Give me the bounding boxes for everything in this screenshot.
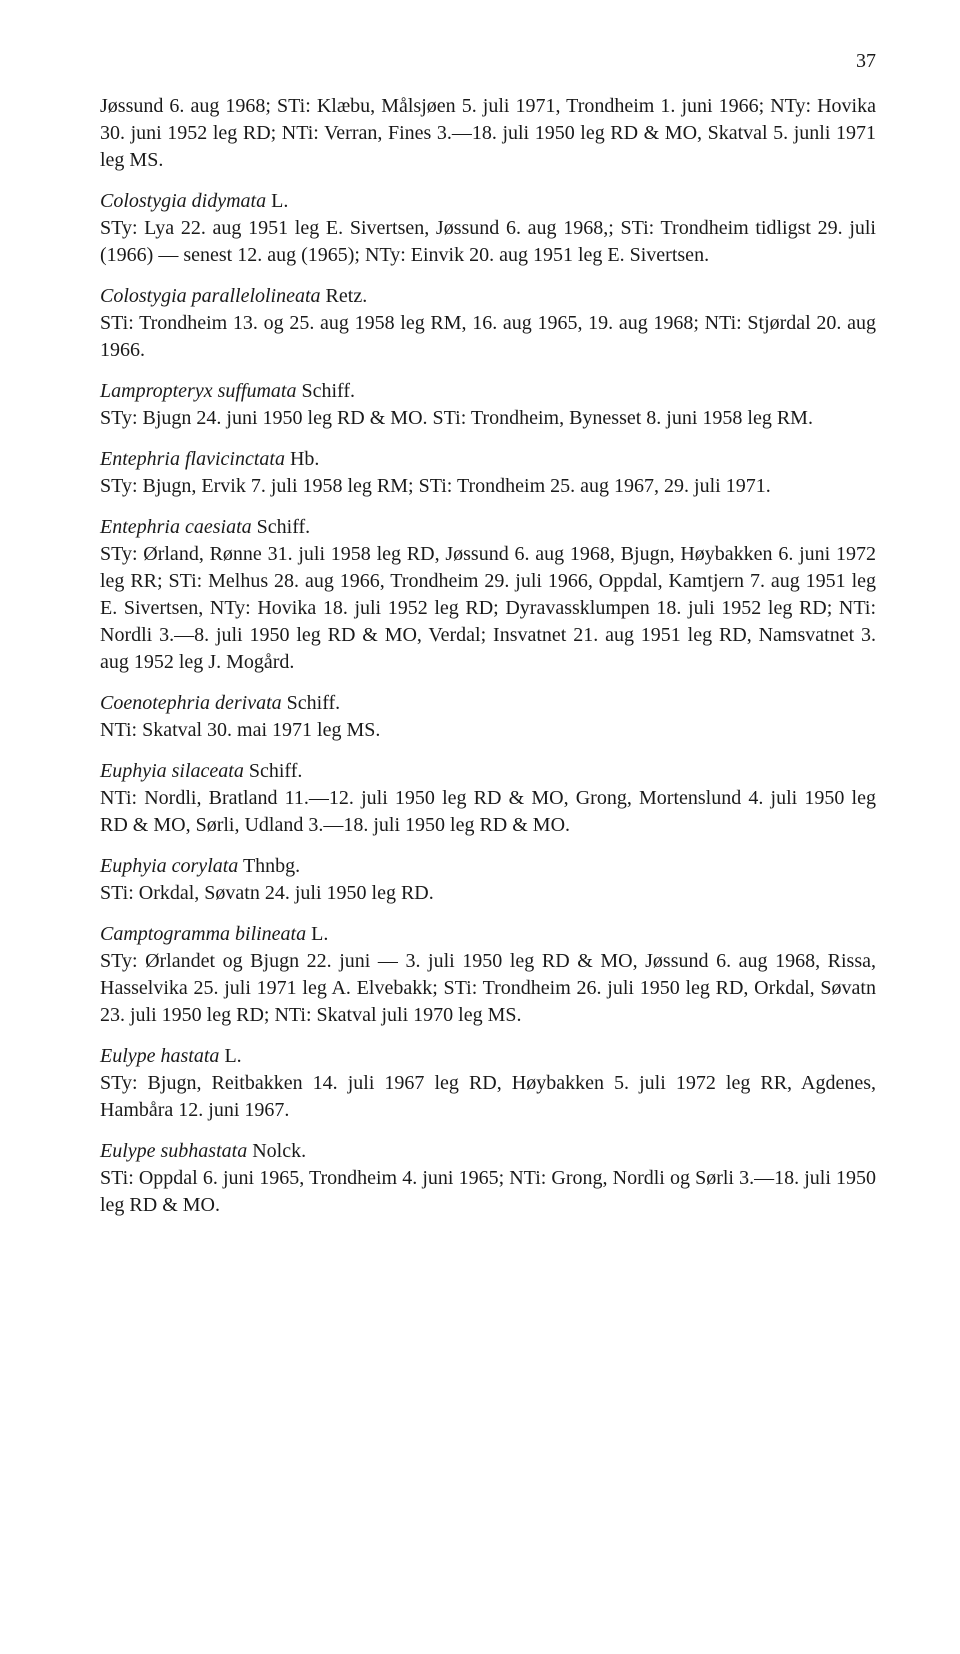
species-name: Lampropteryx suffumata — [100, 380, 296, 402]
entry-continuation: Jøssund 6. aug 1968; STi: Klæbu, Målsjøe… — [100, 93, 876, 174]
entry-eulype-subhastata: Eulype subhastata Nolck. STi: Oppdal 6. … — [100, 1138, 876, 1219]
entry-body: STy: Lya 22. aug 1951 leg E. Sivertsen, … — [100, 217, 876, 266]
entry-coenotephria-derivata: Coenotephria derivata Schiff. NTi: Skatv… — [100, 690, 876, 744]
authority: Thnbg. — [243, 855, 300, 877]
species-name: Eulype subhastata — [100, 1140, 247, 1162]
page-container: 37 Jøssund 6. aug 1968; STi: Klæbu, Måls… — [0, 0, 960, 1654]
entry-entephria-caesiata: Entephria caesiata Schiff. STy: Ørland, … — [100, 514, 876, 676]
species-name: Colostygia parallelolineata — [100, 285, 321, 307]
species-name: Coenotephria derivata — [100, 692, 282, 714]
species-name: Eulype hastata — [100, 1045, 219, 1067]
species-name: Colostygia didymata — [100, 190, 266, 212]
entry-camptogramma-bilineata: Camptogramma bilineata L. STy: Ørlandet … — [100, 921, 876, 1029]
species-name: Camptogramma bilineata — [100, 923, 306, 945]
entry-body: STy: Ørlandet og Bjugn 22. juni — 3. jul… — [100, 950, 876, 1026]
species-name: Euphyia silaceata — [100, 760, 244, 782]
entry-body: STi: Trondheim 13. og 25. aug 1958 leg R… — [100, 312, 876, 361]
authority: Hb. — [290, 448, 319, 470]
authority: L. — [311, 923, 328, 945]
entry-body: Jøssund 6. aug 1968; STi: Klæbu, Målsjøe… — [100, 95, 876, 171]
entry-body: STy: Bjugn, Ervik 7. juli 1958 leg RM; S… — [100, 475, 771, 497]
entry-colostygia-parallelolineata: Colostygia parallelolineata Retz. STi: T… — [100, 283, 876, 364]
authority: Schiff. — [257, 516, 311, 538]
authority: Retz. — [326, 285, 368, 307]
entry-body: STy: Bjugn 24. juni 1950 leg RD & MO. ST… — [100, 407, 813, 429]
species-name: Euphyia corylata — [100, 855, 238, 877]
entry-eulype-hastata: Eulype hastata L. STy: Bjugn, Reitbakken… — [100, 1043, 876, 1124]
page-number: 37 — [100, 48, 876, 75]
entry-body: STy: Ørland, Rønne 31. juli 1958 leg RD,… — [100, 543, 876, 673]
authority: Schiff. — [301, 380, 355, 402]
authority: L. — [271, 190, 288, 212]
authority: Schiff. — [249, 760, 303, 782]
entry-colostygia-didymata: Colostygia didymata L. STy: Lya 22. aug … — [100, 188, 876, 269]
entry-body: NTi: Skatval 30. mai 1971 leg MS. — [100, 719, 380, 741]
entry-body: STy: Bjugn, Reitbakken 14. juli 1967 leg… — [100, 1072, 876, 1121]
entry-body: STi: Orkdal, Søvatn 24. juli 1950 leg RD… — [100, 882, 434, 904]
entry-body: STi: Oppdal 6. juni 1965, Trondheim 4. j… — [100, 1167, 876, 1216]
entry-euphyia-silaceata: Euphyia silaceata Schiff. NTi: Nordli, B… — [100, 758, 876, 839]
species-name: Entephria flavicinctata — [100, 448, 285, 470]
authority: Schiff. — [287, 692, 341, 714]
entry-entephria-flavicinctata: Entephria flavicinctata Hb. STy: Bjugn, … — [100, 446, 876, 500]
entry-euphyia-corylata: Euphyia corylata Thnbg. STi: Orkdal, Søv… — [100, 853, 876, 907]
entry-lampropteryx-suffumata: Lampropteryx suffumata Schiff. STy: Bjug… — [100, 378, 876, 432]
species-name: Entephria caesiata — [100, 516, 252, 538]
authority: L. — [224, 1045, 241, 1067]
entry-body: NTi: Nordli, Bratland 11.—12. juli 1950 … — [100, 787, 876, 836]
authority: Nolck. — [252, 1140, 306, 1162]
